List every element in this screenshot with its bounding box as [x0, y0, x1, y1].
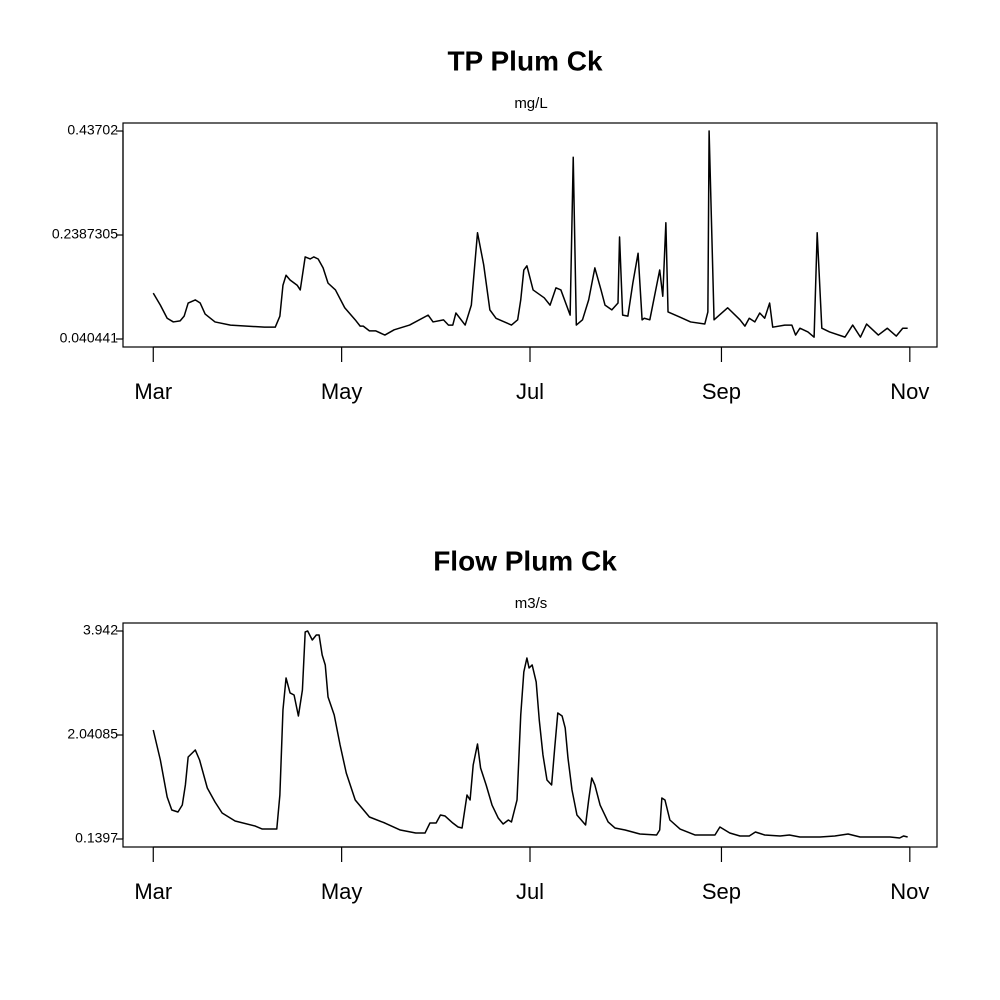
y-tick-label: 0.040441: [60, 330, 119, 346]
y-tick-label: 0.1397: [75, 830, 118, 846]
x-tick-label: Mar: [134, 379, 172, 404]
y-tick-label: 0.2387305: [52, 226, 118, 242]
data-line: [152, 130, 908, 338]
y-tick-label: 3.942: [83, 622, 118, 638]
chart-subtitle: mg/L: [514, 95, 547, 112]
x-tick-label: May: [321, 379, 363, 404]
chart-subtitle: m3/s: [515, 595, 548, 612]
plot-frame: [122, 622, 938, 848]
y-tick-label: 2.04085: [67, 726, 118, 742]
x-tick-label: Nov: [890, 379, 929, 404]
y-tick-label: 0.43702: [67, 122, 118, 138]
x-tick-label: Jul: [516, 379, 544, 404]
x-tick-label: Nov: [890, 879, 929, 904]
x-tick-label: Sep: [702, 379, 741, 404]
x-tick-label: May: [321, 879, 363, 904]
x-tick-label: Mar: [134, 879, 172, 904]
data-line: [152, 630, 908, 839]
x-tick-label: Jul: [516, 879, 544, 904]
chart-title: Flow Plum Ck: [433, 545, 617, 576]
chart-title: TP Plum Ck: [447, 45, 603, 76]
x-tick-label: Sep: [702, 879, 741, 904]
